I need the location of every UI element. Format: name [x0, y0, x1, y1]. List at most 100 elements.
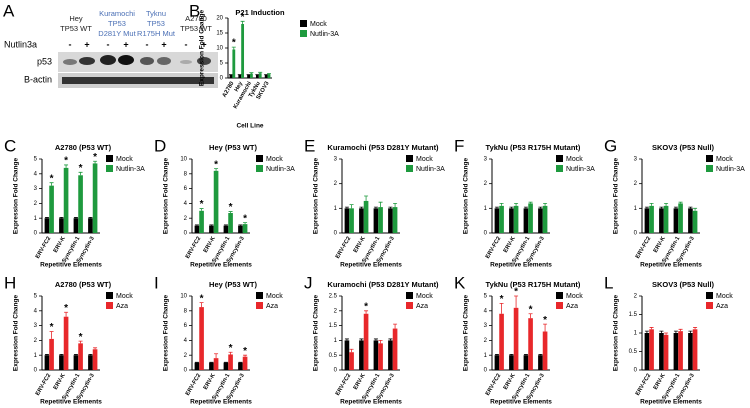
legend-label: Mock [116, 156, 133, 163]
legend-swatch [556, 165, 563, 172]
bar [388, 340, 393, 370]
y-tick-label: 10 [180, 294, 187, 300]
y-tick-label: 2 [484, 338, 488, 344]
y-tick-label: 2 [34, 201, 38, 207]
y-tick-label: 5 [484, 294, 488, 300]
bar [88, 218, 93, 233]
bar [63, 316, 69, 370]
bar [255, 75, 259, 78]
error-bar [514, 295, 519, 308]
bar [59, 355, 64, 370]
band [79, 57, 95, 65]
bar [209, 225, 214, 233]
bar [363, 313, 369, 370]
bar [258, 73, 262, 78]
error-bar [88, 217, 93, 219]
x-tick-label: ERV-FC2 [35, 236, 52, 260]
y-axis-label: Expression Fold Change [313, 295, 320, 372]
error-bar [228, 351, 233, 355]
y-tick-label: 0 [334, 231, 338, 237]
chart-title: Hey (P53 WT) [209, 143, 257, 152]
y-tick-label: 4 [34, 171, 38, 177]
y-tick-label: 0 [484, 231, 488, 237]
legend-label: Aza [566, 303, 578, 310]
cell-line-label: Hey [69, 14, 83, 23]
x-tick-label: ERV-K [503, 372, 517, 391]
bar [238, 362, 243, 370]
error-bar [344, 338, 349, 341]
x-axis-label: Repetitive Elements [340, 262, 402, 269]
band [140, 57, 154, 65]
error-bar [388, 206, 393, 209]
chart-title: SKOV3 (P53 Null) [652, 143, 715, 152]
legend-label: Aza [716, 303, 728, 310]
error-bar [664, 203, 669, 206]
chart-title: TykNu (P53 R175H Mutant) [486, 280, 581, 289]
bar [63, 167, 69, 233]
y-tick-label: 1.5 [329, 323, 338, 329]
x-tick-label: ERV-K [653, 235, 667, 254]
band [118, 55, 134, 65]
treatment-sign: + [201, 39, 206, 49]
y-tick-label: 2 [634, 181, 638, 187]
y-tick-label: 1 [484, 353, 488, 359]
y-tick-label: 0 [334, 368, 338, 374]
significance: * [364, 301, 368, 312]
bar [92, 163, 98, 233]
treatment-sign: - [107, 39, 110, 49]
y-tick-label: 4 [484, 308, 488, 314]
y-axis-label: Expression Fold Change [613, 158, 620, 235]
significance: * [243, 213, 247, 224]
y-tick-label: 4 [34, 308, 38, 314]
error-bar [373, 206, 378, 209]
y-tick-label: 1 [634, 206, 638, 212]
significance: * [500, 294, 504, 305]
error-bar [659, 206, 664, 209]
panel-label: C [4, 136, 16, 155]
legend-label: Nutlin-3A [416, 166, 445, 173]
error-bar [359, 338, 364, 341]
bar [392, 207, 398, 233]
error-bar [231, 46, 236, 50]
significance: * [64, 156, 68, 167]
y-tick-label: 3 [484, 323, 488, 329]
bar [213, 170, 219, 233]
bar [649, 329, 654, 370]
x-axis-label: Repetitive Elements [40, 399, 102, 406]
error-bar [649, 203, 654, 206]
x-axis-label: Repetitive Elements [190, 399, 252, 406]
row-label: B-actin [24, 74, 52, 84]
significance: * [200, 199, 204, 210]
error-bar [378, 201, 383, 208]
error-bar [349, 348, 354, 353]
legend-swatch [256, 165, 263, 172]
bar [78, 343, 83, 370]
y-tick-label: 2 [484, 181, 488, 187]
bar [228, 213, 233, 233]
chart-title: A2780 (P53 WT) [55, 280, 112, 289]
error-bar [359, 206, 364, 209]
y-tick-label: 0 [484, 368, 488, 374]
error-bar [199, 208, 204, 211]
bar [213, 358, 219, 370]
legend-label: Mock [266, 293, 283, 300]
bar [264, 75, 268, 78]
chart-title: Kuramochi (P53 D281Y Mutant) [327, 280, 439, 289]
y-axis-label: Expression Fold Change [313, 158, 320, 235]
y-tick-label: 5 [34, 294, 38, 300]
x-tick-label: ERV-K [53, 372, 67, 391]
bar [223, 362, 229, 370]
legend-label: Mock [416, 293, 433, 300]
x-axis-label: Repetitive Elements [640, 399, 702, 406]
error-bar [693, 327, 698, 330]
error-bar [59, 354, 64, 356]
chart-title: TykNu (P53 R175H Mutant) [486, 143, 581, 152]
bar [238, 225, 243, 233]
y-tick-label: 5 [34, 157, 38, 163]
error-bar [494, 354, 499, 356]
y-tick-label: 0 [634, 231, 638, 237]
y-tick-label: 3 [334, 157, 338, 163]
error-bar [528, 201, 533, 204]
band [62, 77, 214, 84]
panel-label: F [454, 136, 464, 155]
